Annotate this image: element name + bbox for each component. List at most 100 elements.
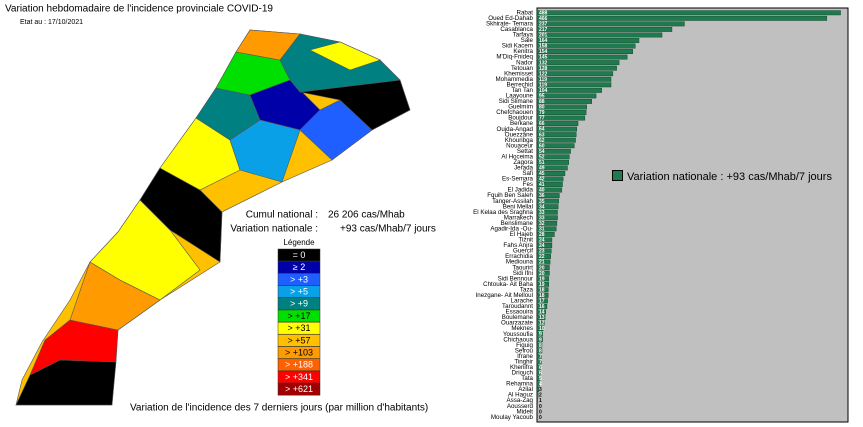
value-label: 6: [539, 371, 542, 377]
y-tick-label: Rehamna: [506, 381, 533, 388]
value-label: 33: [539, 210, 545, 216]
value-label: 201: [539, 33, 548, 39]
value-label: 12: [539, 321, 545, 327]
y-tick-label: Fquih Ben Saleh: [487, 192, 533, 199]
y-tick-label: Sefrou: [515, 347, 534, 354]
value-label: 33: [539, 215, 545, 221]
y-tick-label: Boulemane: [502, 314, 534, 321]
y-tick-label: Larache: [511, 298, 534, 305]
bar: [536, 248, 552, 254]
value-label: 24: [539, 238, 545, 244]
y-tick-label: Sidi Slimane: [499, 98, 534, 105]
value-label: 104: [539, 88, 548, 94]
y-tick-label: Driouch: [512, 370, 534, 377]
legend-label: > +621: [285, 384, 313, 394]
bar: [536, 43, 636, 49]
bar: [536, 87, 602, 93]
value-label: 24: [539, 243, 545, 249]
bar: [536, 215, 558, 221]
bar: [536, 143, 575, 149]
bar: [536, 99, 592, 104]
value-label: 154: [539, 49, 548, 55]
y-tick-label: Oued Ed-Dahab: [488, 15, 533, 22]
y-tick-label: Chtouka- Ait Baha: [483, 281, 533, 288]
map-date: Etat au : 17/10/2021: [20, 19, 83, 26]
bar: [536, 187, 563, 193]
y-tick-label: Al Haouz: [508, 392, 533, 399]
value-label: 217: [539, 27, 548, 33]
value-label: 128: [539, 66, 548, 72]
bar: [536, 226, 557, 232]
legend-label: > +341: [285, 372, 313, 382]
value-label: 119: [539, 82, 547, 88]
y-tick-label: Meknes: [511, 325, 533, 332]
value-label: 6: [539, 365, 542, 371]
bar: [536, 126, 578, 132]
bar: [536, 326, 544, 331]
bar: [536, 32, 663, 38]
y-tick-label: Tan Tan: [511, 87, 533, 94]
y-tick-label: Moulay Yacoub: [491, 414, 534, 421]
y-tick-label: Tetouan: [511, 65, 534, 72]
bar: [536, 298, 548, 304]
cumul-value: 26 206 cas/Mhab: [328, 210, 405, 221]
y-tick-label: Figuig: [516, 342, 533, 349]
bar: [536, 231, 555, 237]
bar: [536, 137, 576, 143]
y-tick-label: Tata: [521, 375, 533, 382]
value-label: 40: [539, 188, 545, 194]
map-caption: Variation de l'incidence des 7 derniers …: [130, 403, 428, 414]
legend-title: Légende: [283, 238, 315, 247]
map-shape: [15, 29, 411, 406]
variation-value: +93 cas/Mhab/7 jours: [340, 224, 436, 235]
cumul-label: Cumul national :: [246, 210, 318, 221]
value-label: 18: [539, 287, 545, 293]
y-tick-label: Beni Mellal: [503, 203, 533, 210]
value-label: 32: [539, 221, 545, 227]
value-label: 34: [539, 204, 545, 210]
y-tick-label: Fes: [523, 181, 533, 188]
value-label: 49: [539, 166, 545, 172]
legend-label: > +5: [290, 286, 308, 296]
bar: [536, 93, 597, 99]
bar: [536, 309, 546, 315]
y-tick-label: M'Diq-Fnideq: [496, 54, 533, 61]
bar: [536, 259, 551, 265]
value-label: 20: [539, 271, 545, 277]
variation-label: Variation nationale :: [230, 224, 318, 235]
bar: [536, 220, 558, 226]
value-label: 9: [539, 332, 542, 338]
value-label: 95: [539, 94, 545, 100]
legend-label: Variation nationale : +93 cas/Mhab/7 jou…: [627, 171, 832, 183]
value-label: 42: [539, 177, 545, 183]
value-label: 3: [539, 387, 542, 393]
legend-label: > +103: [285, 347, 313, 357]
bar: [536, 26, 673, 32]
legend-label: > +188: [285, 360, 313, 370]
y-tick-label: Fahs Anjra: [503, 242, 533, 249]
legend-label: ≥ 2: [293, 262, 305, 272]
y-tick-label: Guelmim: [508, 104, 533, 111]
y-tick-label: Berkane: [510, 120, 534, 127]
value-label: 122: [539, 71, 548, 77]
y-tick-label: Khemisset: [504, 70, 533, 77]
bar: [536, 49, 633, 54]
value-label: 119: [539, 77, 547, 83]
y-tick-label: Ouezzane: [505, 131, 534, 138]
legend-label: > +3: [290, 274, 308, 284]
bar: [536, 21, 685, 27]
value-label: 41: [539, 182, 545, 188]
bar: [536, 38, 640, 43]
y-tick-label: Sale: [521, 37, 534, 44]
value-label: 4: [539, 382, 542, 388]
value-label: 22: [539, 254, 545, 260]
value-label: 145: [539, 55, 548, 61]
y-tick-label: Chefchaouen: [496, 109, 533, 116]
bar: [536, 281, 550, 287]
value-label: 8: [539, 348, 542, 354]
bar: [536, 243, 553, 248]
bar: [536, 154, 570, 160]
y-tick-label: Safi: [522, 170, 533, 177]
chart-legend: Variation nationale : +93 cas/Mhab/7 jou…: [612, 170, 847, 183]
